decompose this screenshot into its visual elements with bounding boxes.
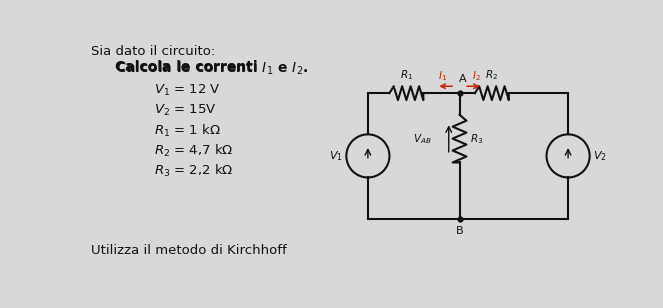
Text: $V_2$ = 15V: $V_2$ = 15V — [154, 103, 217, 118]
Text: $V_2$: $V_2$ — [593, 149, 607, 163]
Text: $V_1$ = 12 V: $V_1$ = 12 V — [154, 83, 221, 98]
Text: Calcola le correnti: Calcola le correnti — [115, 60, 263, 74]
Text: $I_2$: $I_2$ — [472, 69, 481, 83]
Text: B: B — [455, 226, 463, 236]
Text: $R_2$: $R_2$ — [485, 69, 499, 82]
Text: $R_2$ = 4,7 k$\Omega$: $R_2$ = 4,7 k$\Omega$ — [154, 143, 233, 159]
Text: $I_1$: $I_1$ — [438, 69, 447, 83]
Text: Sia dato il circuito:: Sia dato il circuito: — [91, 45, 215, 58]
Text: $V_1$: $V_1$ — [330, 149, 343, 163]
Text: Calcola le correnti $\mathbf{\mathit{I}}_1$ e $\mathbf{\mathit{I}}_2$.: Calcola le correnti $\mathbf{\mathit{I}}… — [115, 60, 309, 77]
Text: $V_{AB}$: $V_{AB}$ — [413, 132, 432, 145]
Text: $R_3$: $R_3$ — [470, 132, 483, 145]
Text: $R_3$ = 2,2 k$\Omega$: $R_3$ = 2,2 k$\Omega$ — [154, 163, 233, 179]
Text: Utilizza il metodo di Kirchhoff: Utilizza il metodo di Kirchhoff — [91, 244, 286, 257]
Text: $R_1$: $R_1$ — [400, 69, 413, 82]
Text: A: A — [459, 74, 466, 84]
Text: $R_1$ = 1 k$\Omega$: $R_1$ = 1 k$\Omega$ — [154, 123, 221, 139]
